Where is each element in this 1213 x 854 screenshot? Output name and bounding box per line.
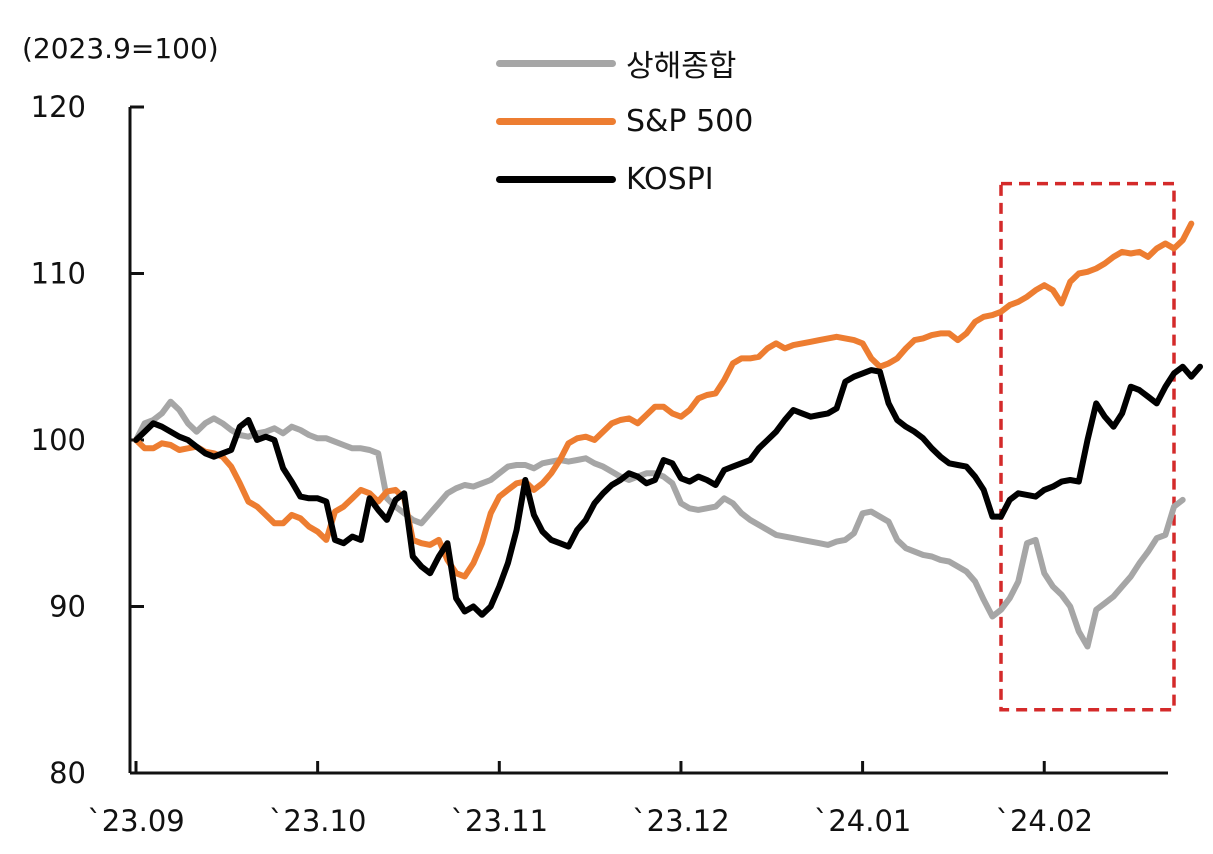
y-tick-label: 110 [31, 257, 86, 291]
x-tick-label: `24.02 [995, 804, 1093, 838]
series-layer [133, 220, 1203, 650]
series-line-kospi [133, 363, 1203, 618]
highlight-box [999, 181, 1176, 712]
y-tick-label: 100 [31, 423, 86, 457]
x-tick-label: `23.10 [269, 804, 367, 838]
x-tick-label: `24.01 [814, 804, 912, 838]
legend-label-shanghai: 상해종합 [626, 49, 737, 84]
series-line-shanghai [133, 398, 1186, 650]
x-tick-label: `23.09 [87, 804, 185, 838]
y-tick-label: 90 [49, 590, 86, 624]
legend-item-sp500: S&P 500 [496, 92, 753, 150]
legend-item-kospi: KOSPI [496, 150, 753, 208]
legend-item-shanghai: 상해종합 [496, 34, 753, 92]
highlight-box-rect [999, 181, 1176, 712]
chart-axes: 80 90 100 110 120 `23.09 `23.10 `23.11 `23.12 `24… [31, 90, 1168, 838]
x-tick-label: `23.12 [632, 804, 730, 838]
legend-label-kospi: KOSPI [626, 161, 714, 197]
legend-swatch-kospi [496, 175, 616, 183]
y-tick-label: 120 [31, 90, 86, 124]
legend-swatch-shanghai [496, 59, 616, 67]
series-line-sp500 [133, 220, 1195, 580]
unit-label: (2023.9=100) [22, 32, 219, 65]
chart-legend: 상해종합 S&P 500 KOSPI [496, 34, 753, 208]
legend-swatch-sp500 [496, 117, 616, 125]
x-tick-label: `23.11 [451, 804, 549, 838]
legend-label-sp500: S&P 500 [626, 103, 754, 139]
y-tick-label: 80 [49, 756, 86, 790]
